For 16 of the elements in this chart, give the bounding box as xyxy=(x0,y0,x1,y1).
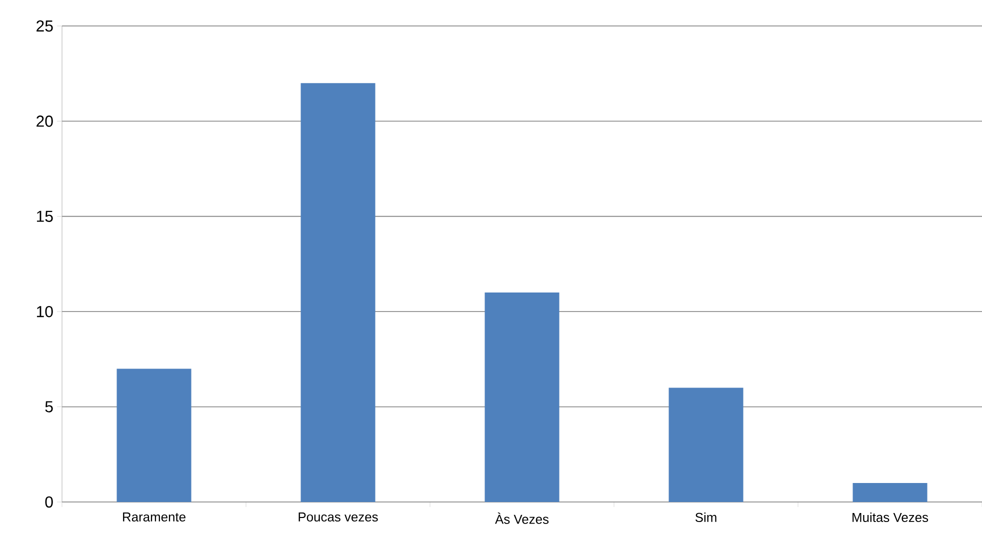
bar xyxy=(116,368,192,502)
bar xyxy=(300,83,376,502)
y-tick-label: 0 xyxy=(45,496,53,508)
y-tick-label: 5 xyxy=(45,401,53,412)
y-tick-label: 10 xyxy=(36,306,53,318)
bar xyxy=(484,292,560,502)
x-tick-label: Sim xyxy=(695,512,716,522)
x-tick-label: Às Vezes xyxy=(495,512,549,524)
x-tick-label: Raramente xyxy=(123,512,186,522)
bar xyxy=(852,482,928,502)
y-tick-label: 20 xyxy=(36,116,53,127)
y-tick-label: 15 xyxy=(36,210,53,222)
y-tick-label: 25 xyxy=(36,20,53,32)
x-tick-label: Muitas Vezes xyxy=(852,512,928,522)
bar xyxy=(668,388,744,502)
x-tick-label: Poucas vezes xyxy=(298,512,378,522)
